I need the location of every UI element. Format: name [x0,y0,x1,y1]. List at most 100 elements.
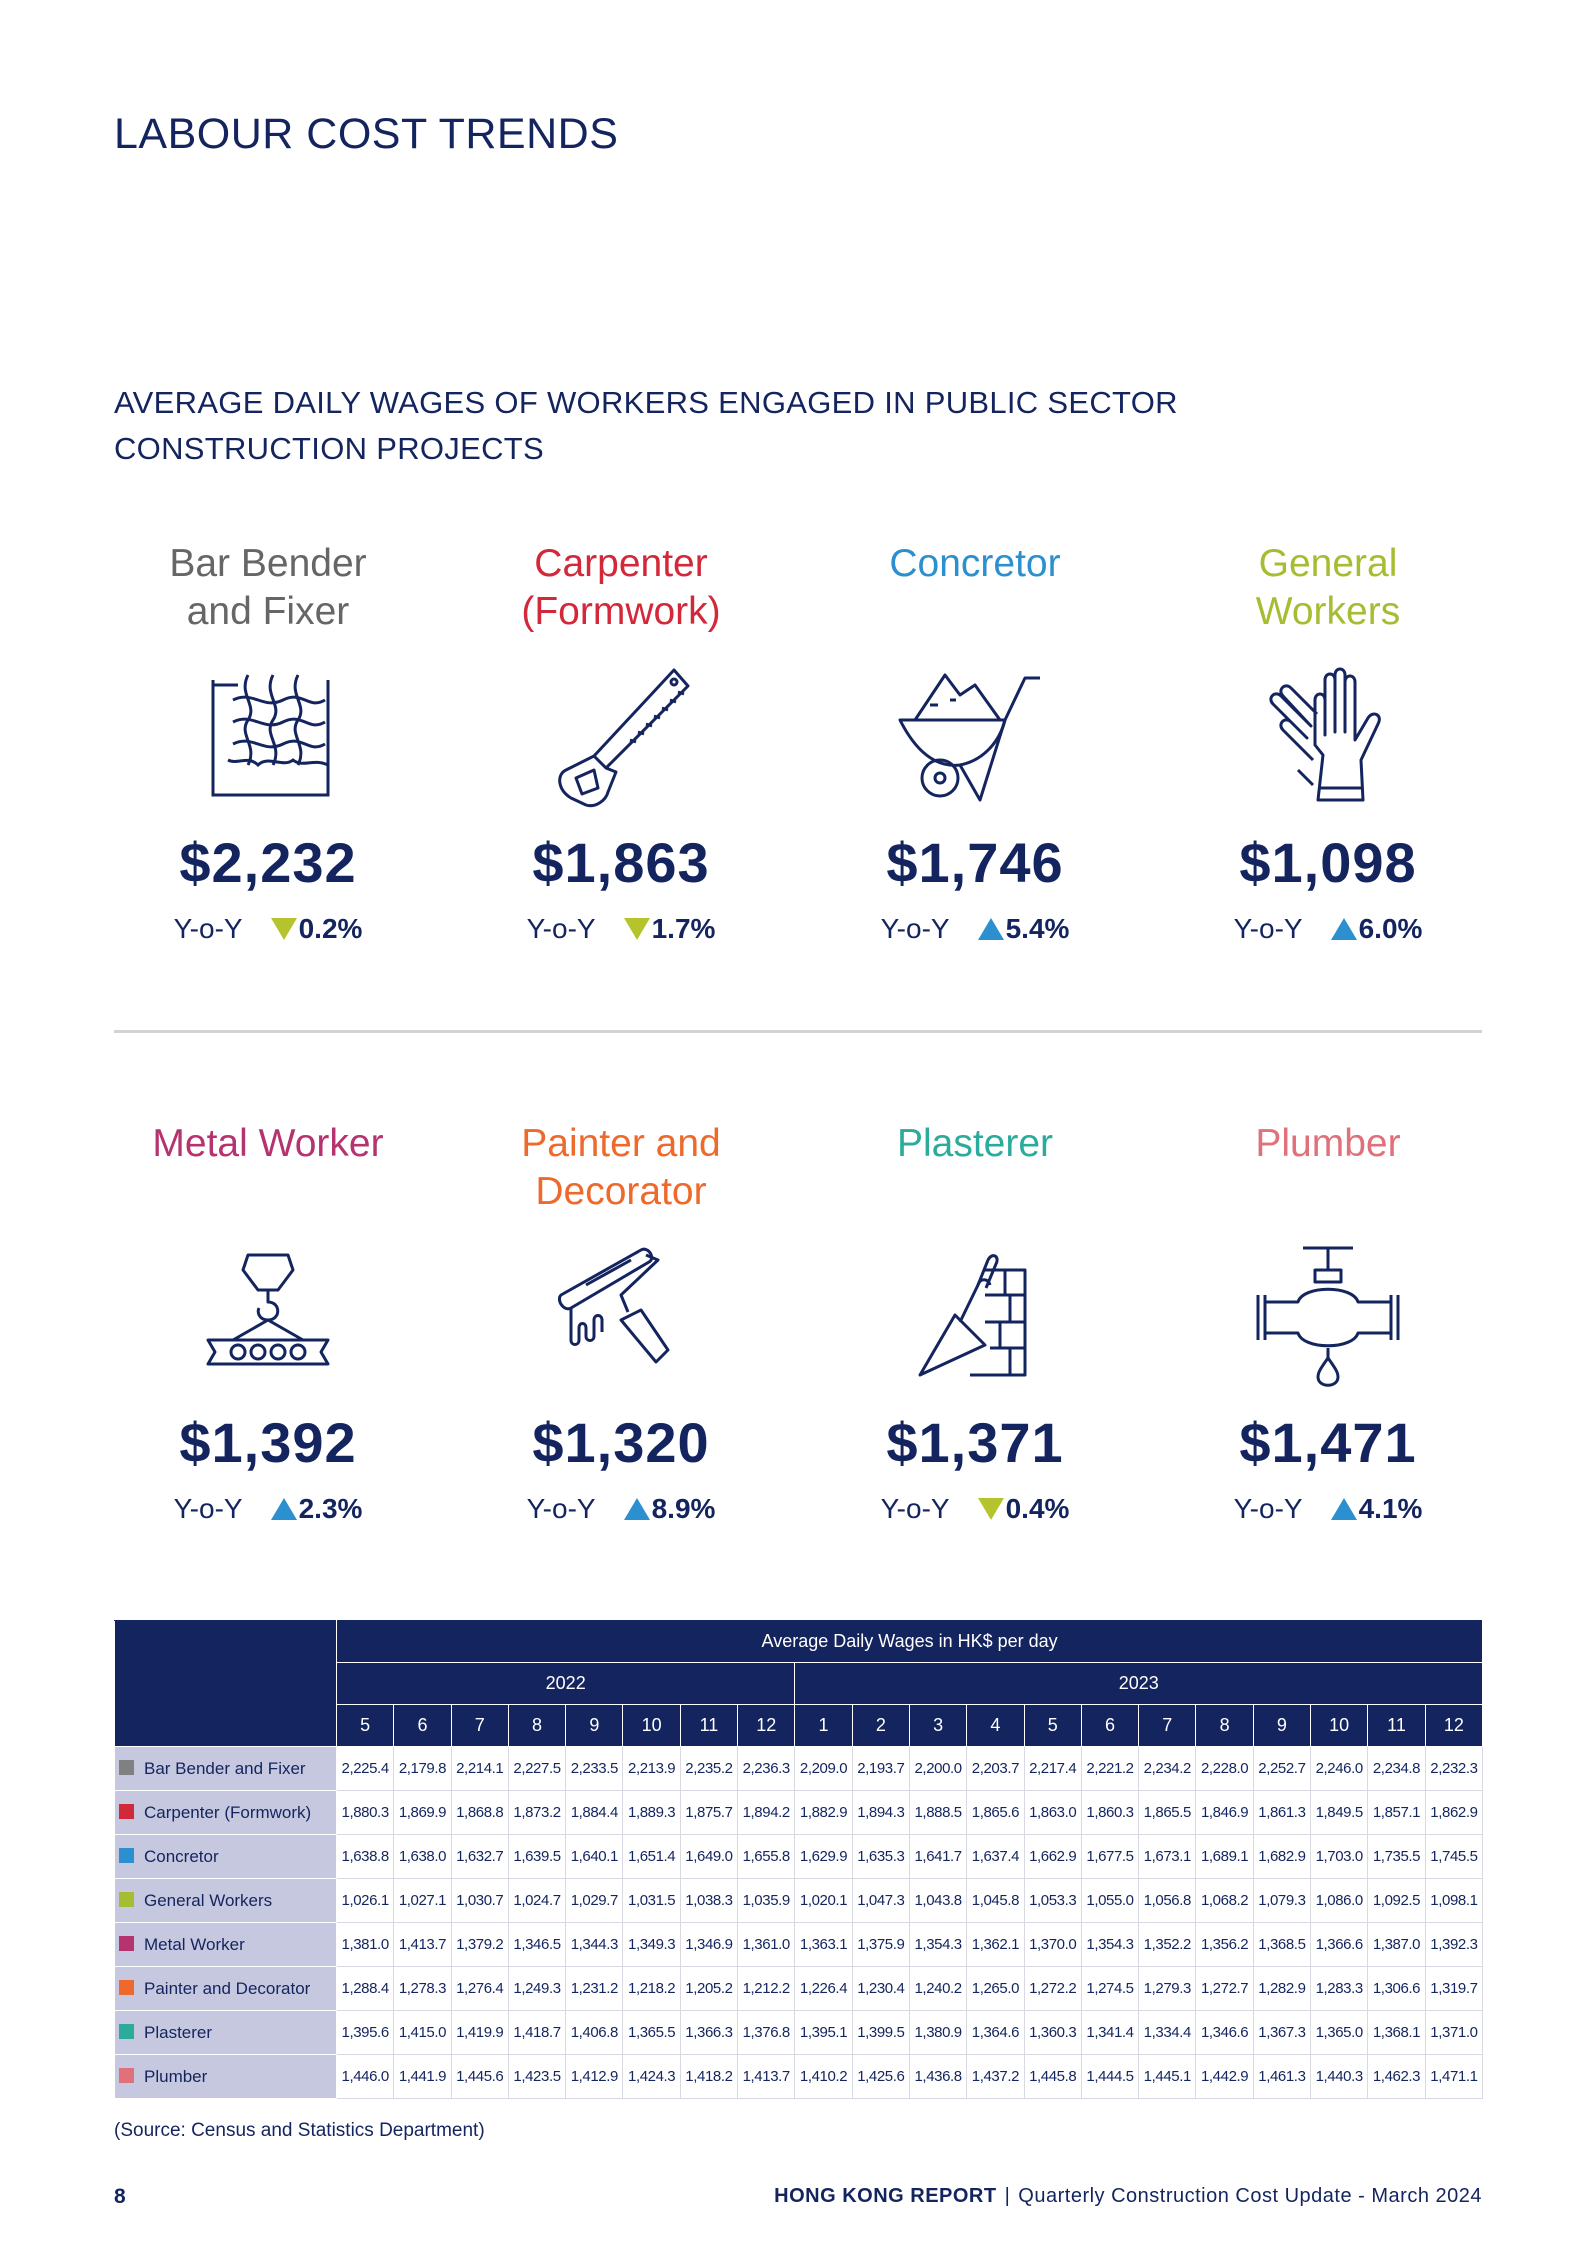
paint-roller-icon [456,1220,786,1410]
trade-name: Plumber [1163,1120,1493,1220]
table-cell: 1,410.2 [794,2054,853,2099]
trade-name: General Workers [1163,540,1493,640]
table-cell: 2,221.2 [1080,1746,1140,1791]
table-cell: 1,092.5 [1367,1878,1426,1923]
wage-value: $1,371 [886,1411,1064,1474]
table-cell: 1,638.0 [393,1834,452,1879]
yoy-change: Y-o-Y 1.7% [456,913,786,945]
row-trade-name: Plasterer [114,2010,337,2055]
table-cell: 1,392.3 [1424,1922,1484,1967]
row-trade-name: General Workers [114,1878,337,1923]
table-cell: 1,868.8 [450,1790,509,1835]
table-cell: 1,884.4 [565,1790,624,1835]
table-row: Carpenter (Formwork) 1,880.3 1,869.9 1,868.… [114,1790,1484,1835]
table-cell: 1,440.3 [1310,2054,1369,2099]
table-cell: 1,354.3 [1080,1922,1140,1967]
table-cell: 1,445.6 [450,2054,509,2099]
table-cell: 1,445.1 [1138,2054,1197,2099]
trade-name-line1: Plumber [1255,1122,1401,1165]
footer-subtitle: Quarterly Construction Cost Update - Mar… [1018,2185,1482,2207]
table-cell: 1,098.1 [1424,1878,1484,1923]
table-cell: 1,862.9 [1424,1790,1484,1835]
trade-name: Plasterer [810,1120,1140,1220]
yoy-label: Y-o-Y [1233,1493,1303,1524]
table-cell: 1,880.3 [335,1790,395,1835]
row-label: Painter and Decorator [144,1978,311,1998]
table-cell: 1,735.5 [1367,1834,1426,1879]
down-arrow-icon [977,1497,1004,1520]
row-trade-name: Plumber [114,2054,337,2099]
table-cell: 1,632.7 [450,1834,509,1879]
yoy-change: Y-o-Y 0.4% [810,1493,1140,1525]
table-cell: 1,020.1 [794,1878,853,1923]
legend-swatch [119,1979,134,1995]
table-cell: 1,436.8 [908,2054,968,2099]
water-valve-icon [1163,1220,1493,1410]
row-label: Carpenter (Formwork) [144,1802,312,1822]
table-cell: 1,869.9 [393,1790,452,1835]
legend-swatch [119,1759,134,1775]
table-cell: 1,399.5 [851,2010,910,2055]
trade-name-line2: Workers [1255,590,1401,633]
table-row: Plumber 1,446.0 1,441.9 1,445.6 1,423.5 1,412… [114,2054,1484,2099]
table-cell: 1,682.9 [1252,1834,1312,1879]
table-cell: 1,031.5 [622,1878,681,1923]
table-cell: 2,225.4 [335,1746,395,1791]
table-cell: 2,213.9 [622,1746,681,1791]
table-cell: 1,889.3 [622,1790,681,1835]
table-cell: 1,673.1 [1138,1834,1197,1879]
table-cell: 1,865.6 [966,1790,1025,1835]
table-cell: 1,288.4 [335,1966,395,2011]
table-cell: 1,068.2 [1195,1878,1254,1923]
trade-name-line2: Decorator [535,1170,707,1213]
yoy-percent: 5.4% [1005,913,1070,944]
table-row: Painter and Decorator 1,288.4 1,278.3 1,276… [114,1966,1484,2011]
table-row: General Workers 1,026.1 1,027.1 1,030.7 1,02… [114,1878,1484,1923]
table-cell: 1,857.1 [1367,1790,1426,1835]
table-cell: 1,349.3 [622,1922,681,1967]
legend-swatch [119,1891,134,1907]
wage-value: $1,098 [1239,831,1417,894]
table-row: Concretor 1,638.8 1,638.0 1,632.7 1,639.5 1,6… [114,1834,1484,1879]
table-cell: 1,846.9 [1195,1790,1254,1835]
table-cell: 1,677.5 [1080,1834,1140,1879]
yoy-percent: 6.0% [1358,913,1423,944]
table-cell: 1,745.5 [1424,1834,1484,1879]
row-trade-name: Painter and Decorator [114,1966,337,2011]
up-arrow-icon [623,1497,650,1520]
wage-value: $1,320 [532,1411,710,1474]
wage-value: $1,746 [886,831,1064,894]
table-cell: 1,446.0 [335,2054,395,2099]
table-cell: 1,424.3 [622,2054,681,2099]
table-cell: 1,047.3 [851,1878,910,1923]
table-cell: 1,344.3 [565,1922,624,1967]
table-cell: 1,462.3 [1367,2054,1426,2099]
source-note: (Source: Census and Statistics Departmen… [114,2120,485,2141]
table-month-header: 7 [1138,1704,1197,1747]
table-cell: 1,265.0 [966,1966,1025,2011]
table-cell: 1,276.4 [450,1966,509,2011]
table-cell: 2,214.1 [450,1746,509,1791]
table-cell: 1,035.9 [737,1878,796,1923]
yoy-percent: 0.4% [1005,1493,1070,1524]
yoy-label: Y-o-Y [1233,913,1303,944]
table-cell: 1,637.4 [966,1834,1025,1879]
table-cell: 1,283.3 [1310,1966,1369,2011]
table-cell: 1,640.1 [565,1834,624,1879]
table-cell: 1,274.5 [1080,1966,1140,2011]
table-cell: 1,425.6 [851,2054,910,2099]
yoy-percent: 1.7% [651,913,716,944]
table-cell: 2,252.7 [1252,1746,1312,1791]
yoy-change: Y-o-Y 4.1% [1163,1493,1493,1525]
table-cell: 1,354.3 [908,1922,968,1967]
row-trade-name: Concretor [114,1834,337,1879]
table-year-row: 2022 2023 [115,1662,1484,1705]
table-month-header: 2 [851,1704,910,1747]
footer-separator: | [1004,2185,1011,2207]
table-cell: 1,365.5 [622,2010,681,2055]
table-cell: 1,412.9 [565,2054,624,2099]
table-cell: 1,341.4 [1080,2010,1140,2055]
yoy-percent: 4.1% [1358,1493,1423,1524]
wheelbarrow-icon [810,640,1140,830]
table-cell: 1,376.8 [737,2010,796,2055]
